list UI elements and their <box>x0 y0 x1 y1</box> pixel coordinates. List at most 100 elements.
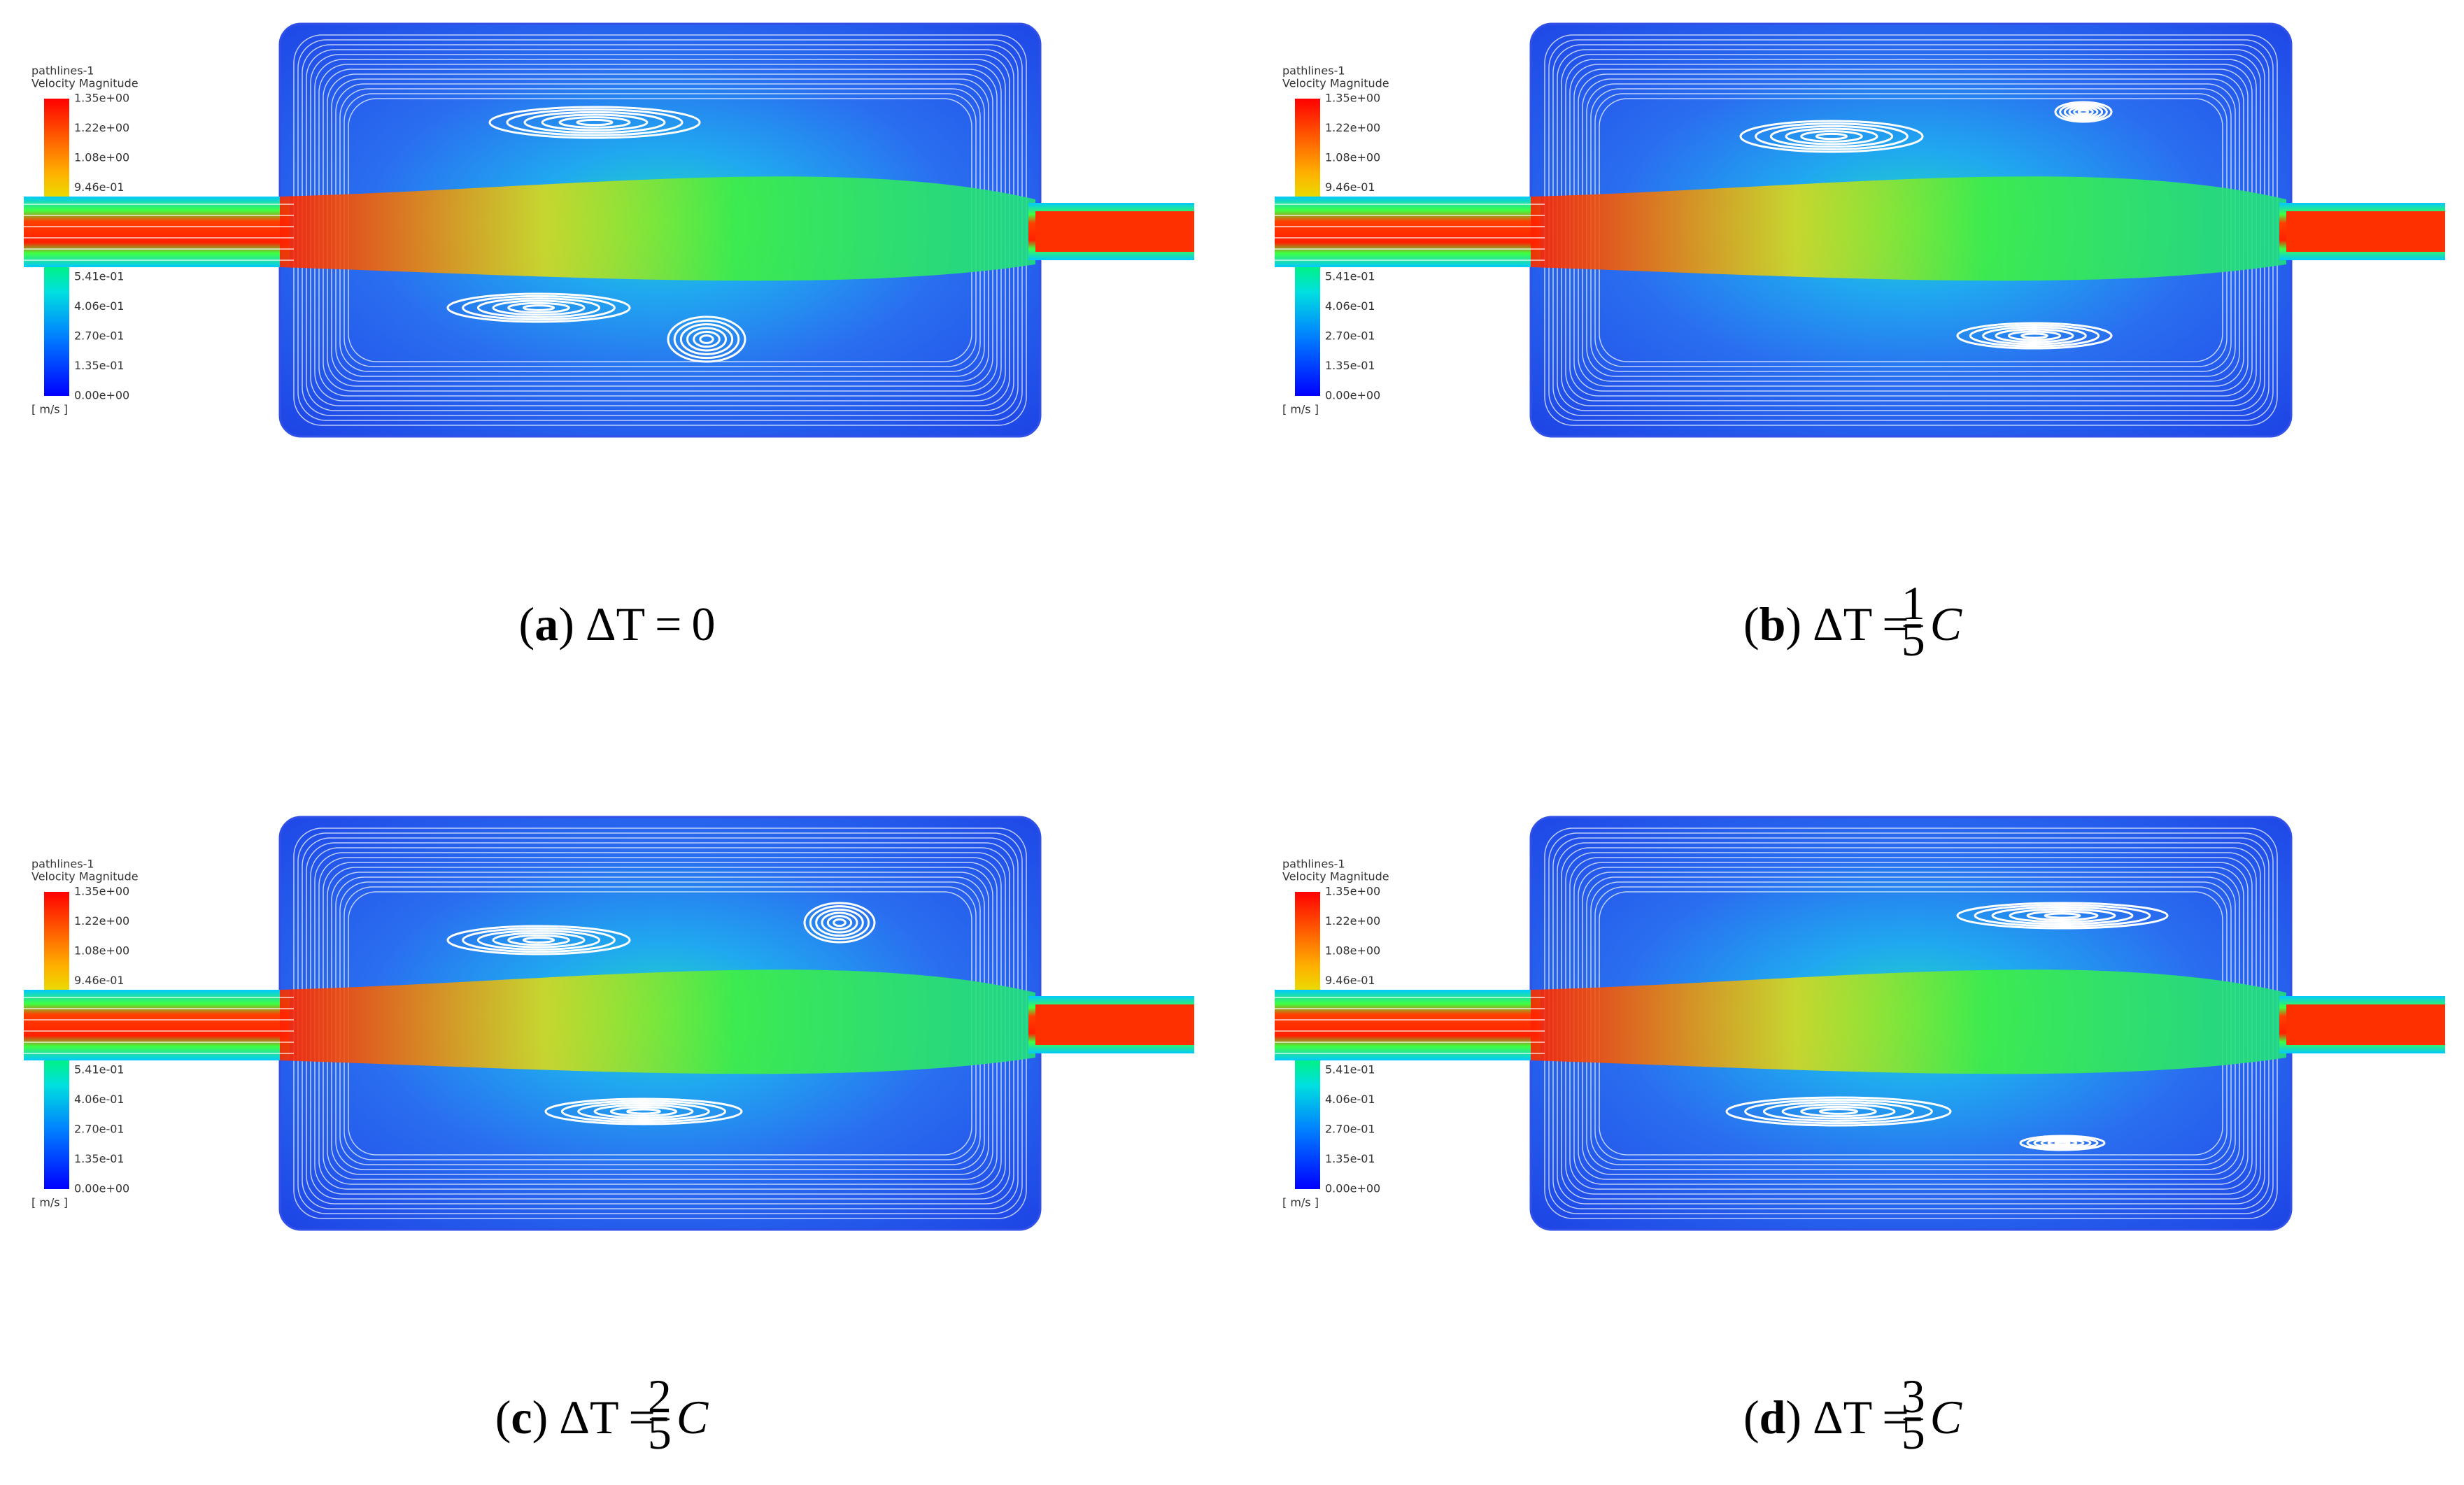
vortex <box>1725 1096 1952 1127</box>
caption-eq: = <box>1882 597 1909 651</box>
vortex <box>577 1102 710 1121</box>
caption-paren: ) <box>532 1391 548 1444</box>
vortex <box>1974 904 2151 928</box>
vortex <box>2054 101 2113 123</box>
vortex <box>1739 120 1924 153</box>
caption-symbol: C <box>677 1391 709 1444</box>
vortex <box>2033 1137 2092 1149</box>
caption: (d) ΔT =35 C <box>1743 1370 1962 1459</box>
caption-label: b <box>1760 597 1786 651</box>
legend-tick-label: 2.70e-01 <box>1325 1123 1375 1136</box>
legend-tick-label: 1.22e+00 <box>1325 121 1380 134</box>
vortex <box>826 915 853 930</box>
vortex <box>2068 106 2099 118</box>
caption: (c) ΔT =25 C <box>495 1370 709 1459</box>
legend-subtitle: Velocity Magnitude <box>31 870 139 883</box>
vortex <box>2009 908 2116 923</box>
vortex <box>809 905 870 940</box>
outlet-core <box>1035 211 1194 252</box>
caption-label: d <box>1760 1391 1786 1444</box>
vortex <box>2054 1140 2071 1146</box>
legend-tick-label: 0.00e+00 <box>74 1182 129 1195</box>
legend-tick-label: 1.35e-01 <box>74 359 125 372</box>
vortex <box>1818 1108 1859 1115</box>
vortex <box>462 927 616 953</box>
vortex <box>1762 1101 1915 1122</box>
fraction-denominator: 5 <box>1902 1406 1925 1459</box>
vortex <box>492 299 586 316</box>
caption-lhs: ΔT <box>1813 1391 1872 1444</box>
fraction-numerator: 1 <box>1902 576 1925 630</box>
vortex <box>2044 912 2081 919</box>
caption-symbol: C <box>1930 1391 1962 1444</box>
legend-tick-label: 9.46e-01 <box>74 974 125 987</box>
vortex <box>446 292 631 323</box>
vortex <box>693 330 721 348</box>
vortex <box>506 108 684 136</box>
vortex <box>507 301 570 314</box>
legend-title: pathlines-1 <box>31 858 94 871</box>
legend-tick-label: 2.70e-01 <box>74 1123 125 1136</box>
legend-tick-label: 1.22e+00 <box>74 121 129 134</box>
legend-tick-label: 1.22e+00 <box>1325 914 1380 928</box>
vortex <box>522 304 555 311</box>
legend-tick-label: 0.00e+00 <box>1325 1182 1380 1195</box>
vortex <box>2077 109 2090 115</box>
caption-rhs: 0 <box>691 597 715 651</box>
fraction-denominator: 5 <box>1902 613 1925 666</box>
legend-tick-label: 9.46e-01 <box>74 180 125 194</box>
legend-tick-label: 1.35e+00 <box>74 92 129 105</box>
vortex <box>1995 328 2074 343</box>
outlet-core <box>2286 211 2445 252</box>
inlet-pipe <box>1275 990 1541 1060</box>
caption-eq: = <box>629 1391 656 1444</box>
caption-paren: ( <box>519 597 535 651</box>
vortex <box>2073 107 2094 117</box>
vortex <box>2019 1135 2106 1151</box>
vortex <box>1781 1103 1896 1120</box>
legend-tick-label: 4.06e-01 <box>1325 1093 1375 1106</box>
vortex <box>476 297 601 318</box>
vortex <box>699 334 714 344</box>
jet <box>280 969 1035 1074</box>
vortex <box>488 106 701 139</box>
legend-tick-label: 0.00e+00 <box>1325 389 1380 402</box>
vortex <box>2026 1136 2099 1150</box>
caption-paren: ) <box>1785 597 1801 651</box>
vortex <box>1815 132 1848 141</box>
legend-title: pathlines-1 <box>1282 858 1345 871</box>
vortex <box>1785 127 1878 145</box>
vortex <box>667 315 746 363</box>
legend-unit: [ m/s ] <box>31 403 68 416</box>
jet <box>280 176 1035 281</box>
legend-tick-label: 4.06e-01 <box>74 299 125 313</box>
vortex <box>492 932 586 948</box>
legend-tick-label: 2.70e-01 <box>1325 329 1375 343</box>
vortex <box>2007 330 2062 341</box>
vortex <box>803 902 876 944</box>
vortex <box>1800 1105 1877 1118</box>
inlet-pipe <box>1275 197 1541 267</box>
legend-tick-label: 0.00e+00 <box>74 389 129 402</box>
legend-tick-label: 1.35e-01 <box>74 1152 125 1165</box>
legend-title: pathlines-1 <box>31 64 94 78</box>
vortex <box>576 118 614 127</box>
legend-tick-label: 5.41e-01 <box>1325 270 1375 283</box>
caption-lhs: ΔT <box>586 597 645 651</box>
outlet-core <box>2286 1004 2445 1045</box>
vortex <box>523 111 666 134</box>
vortex <box>815 908 864 937</box>
legend-unit: [ m/s ] <box>1282 403 1319 416</box>
legend-tick-label: 5.41e-01 <box>74 1063 125 1077</box>
caption-paren: ) <box>1785 1391 1801 1444</box>
legend-unit: [ m/s ] <box>31 1196 68 1209</box>
legend-tick-label: 1.35e+00 <box>1325 92 1380 105</box>
inlet-pipe <box>24 990 290 1060</box>
legend-tick-label: 1.22e+00 <box>74 914 129 928</box>
legend-tick-label: 1.08e+00 <box>74 151 129 164</box>
caption-lhs: ΔT <box>1813 597 1872 651</box>
vortex <box>507 934 570 946</box>
vortex <box>686 327 727 352</box>
